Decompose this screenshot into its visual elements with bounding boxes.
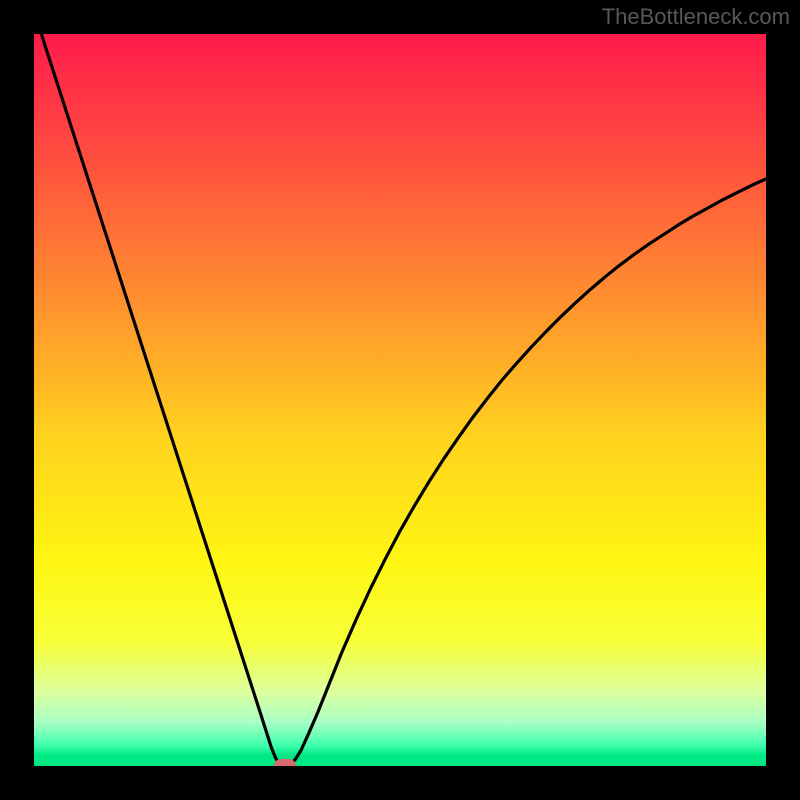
border-right bbox=[766, 0, 800, 800]
chart-frame: TheBottleneck.com bbox=[0, 0, 800, 800]
watermark-text: TheBottleneck.com bbox=[602, 4, 790, 30]
bottleneck-curve bbox=[41, 34, 766, 766]
border-bottom bbox=[0, 766, 800, 800]
curve-layer bbox=[0, 0, 800, 800]
border-left bbox=[0, 0, 34, 800]
